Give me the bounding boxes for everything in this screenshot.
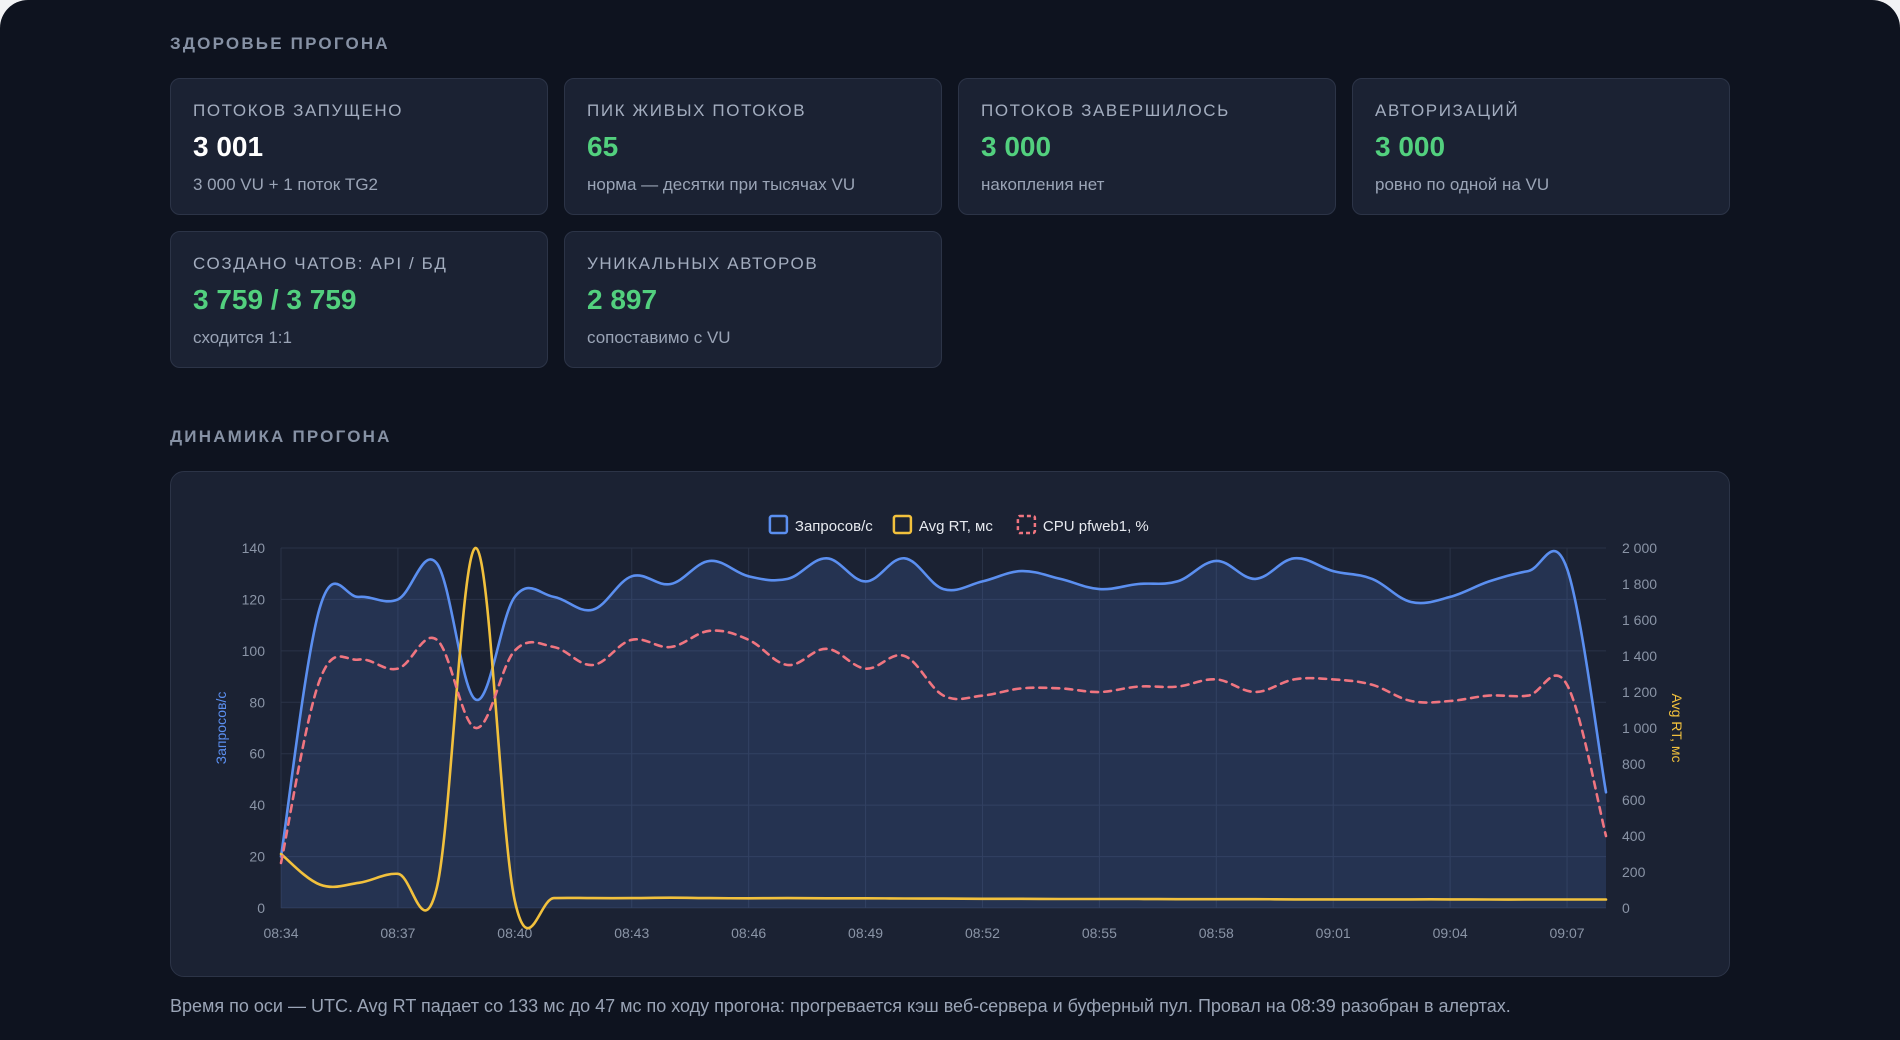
- health-section-title: ЗДОРОВЬЕ ПРОГОНА: [170, 34, 390, 53]
- y-left-tick-label: 40: [249, 797, 265, 813]
- y-right-tick-label: 2 000: [1622, 540, 1657, 556]
- stat-card-value: 3 000: [1375, 131, 1446, 162]
- y-right-tick-label: 800: [1622, 756, 1646, 772]
- legend-label: Запросов/с: [795, 518, 873, 535]
- stat-card-peak-threads: ПИК ЖИВЫХ ПОТОКОВ 65 норма — десятки при…: [564, 78, 942, 215]
- y-left-tick-label: 120: [242, 591, 266, 607]
- stat-card-label: ПОТОКОВ ЗАВЕРШИЛОСЬ: [981, 101, 1230, 120]
- x-tick-label: 08:58: [1199, 925, 1234, 941]
- stat-card-unique-authors: УНИКАЛЬНЫХ АВТОРОВ 2 897 сопоставимо с V…: [564, 231, 942, 368]
- chart-footnote: Время по оси — UTC. Avg RT падает со 133…: [170, 996, 1511, 1016]
- y-left-tick-label: 80: [249, 694, 265, 710]
- y-left-tick-label: 20: [249, 849, 265, 865]
- x-tick-label: 09:04: [1433, 925, 1468, 941]
- x-tick-label: 08:34: [263, 925, 298, 941]
- stat-card-note: сходится 1:1: [193, 328, 292, 347]
- legend-swatch: [892, 514, 913, 535]
- stat-card-note: сопоставимо с VU: [587, 328, 731, 347]
- legend-label: CPU pfweb1, %: [1043, 518, 1149, 535]
- y-left-axis-title: Запросов/с: [213, 692, 229, 765]
- x-tick-label: 08:49: [848, 925, 883, 941]
- legend-swatch: [1016, 514, 1037, 535]
- stat-card-note: накопления нет: [981, 175, 1105, 194]
- x-tick-label: 08:55: [1082, 925, 1117, 941]
- stat-card-threads-finished: ПОТОКОВ ЗАВЕРШИЛОСЬ 3 000 накопления нет: [958, 78, 1336, 215]
- y-right-tick-label: 1 200: [1622, 684, 1657, 700]
- legend-label: Avg RT, мс: [919, 518, 993, 535]
- y-right-tick-label: 200: [1622, 864, 1646, 880]
- x-tick-label: 08:40: [497, 925, 532, 941]
- y-right-tick-label: 400: [1622, 828, 1646, 844]
- x-tick-label: 08:52: [965, 925, 1000, 941]
- y-left-tick-label: 140: [242, 540, 266, 556]
- stat-card-value: 3 759 / 3 759: [193, 284, 357, 315]
- legend-swatch: [768, 514, 789, 535]
- y-right-tick-label: 1 000: [1622, 720, 1657, 736]
- stat-card-note: норма — десятки при тысячах VU: [587, 175, 856, 194]
- stat-card-label: АВТОРИЗАЦИЙ: [1375, 101, 1520, 120]
- stat-card-label: ПОТОКОВ ЗАПУЩЕНО: [193, 101, 404, 120]
- stat-card-authorizations: АВТОРИЗАЦИЙ 3 000 ровно по одной на VU: [1352, 78, 1730, 215]
- series-line-1: [279, 546, 1608, 930]
- x-tick-label: 09:07: [1550, 925, 1585, 941]
- stat-card-note: 3 000 VU + 1 поток TG2: [193, 175, 378, 194]
- stat-card-label: ПИК ЖИВЫХ ПОТОКОВ: [587, 101, 807, 120]
- stat-card-chats-created: СОЗДАНО ЧАТОВ: API / БД 3 759 / 3 759 сх…: [170, 231, 548, 368]
- stat-card-value: 3 001: [193, 131, 264, 162]
- run-dynamics-chart-panel: [170, 471, 1730, 977]
- y-right-tick-label: 1 600: [1622, 612, 1657, 628]
- x-tick-label: 08:43: [614, 925, 649, 941]
- stat-card-threads-started: ПОТОКОВ ЗАПУЩЕНО 3 001 3 000 VU + 1 пото…: [170, 78, 548, 215]
- stat-card-label: СОЗДАНО ЧАТОВ: API / БД: [193, 254, 448, 273]
- stat-card-value: 2 897: [587, 284, 658, 315]
- y-right-axis-title: Avg RT, мс: [1669, 693, 1685, 762]
- x-tick-label: 09:01: [1316, 925, 1351, 941]
- x-tick-label: 08:46: [731, 925, 766, 941]
- series-line-2: [279, 629, 1608, 865]
- stat-card-label: УНИКАЛЬНЫХ АВТОРОВ: [587, 254, 819, 273]
- stat-card-value: 3 000: [981, 131, 1052, 162]
- stat-card-value: 65: [587, 131, 619, 162]
- y-right-tick-label: 1 400: [1622, 648, 1657, 664]
- y-right-tick-label: 600: [1622, 792, 1646, 808]
- y-left-tick-label: 0: [257, 900, 265, 916]
- y-right-tick-label: 1 800: [1622, 576, 1657, 592]
- series-area-requests: [281, 551, 1606, 908]
- y-right-tick-label: 0: [1622, 900, 1630, 916]
- x-tick-label: 08:37: [380, 925, 415, 941]
- y-left-tick-label: 100: [242, 643, 266, 659]
- y-left-tick-label: 60: [249, 746, 265, 762]
- dynamics-section-title: ДИНАМИКА ПРОГОНА: [170, 427, 392, 446]
- stat-card-note: ровно по одной на VU: [1375, 175, 1550, 194]
